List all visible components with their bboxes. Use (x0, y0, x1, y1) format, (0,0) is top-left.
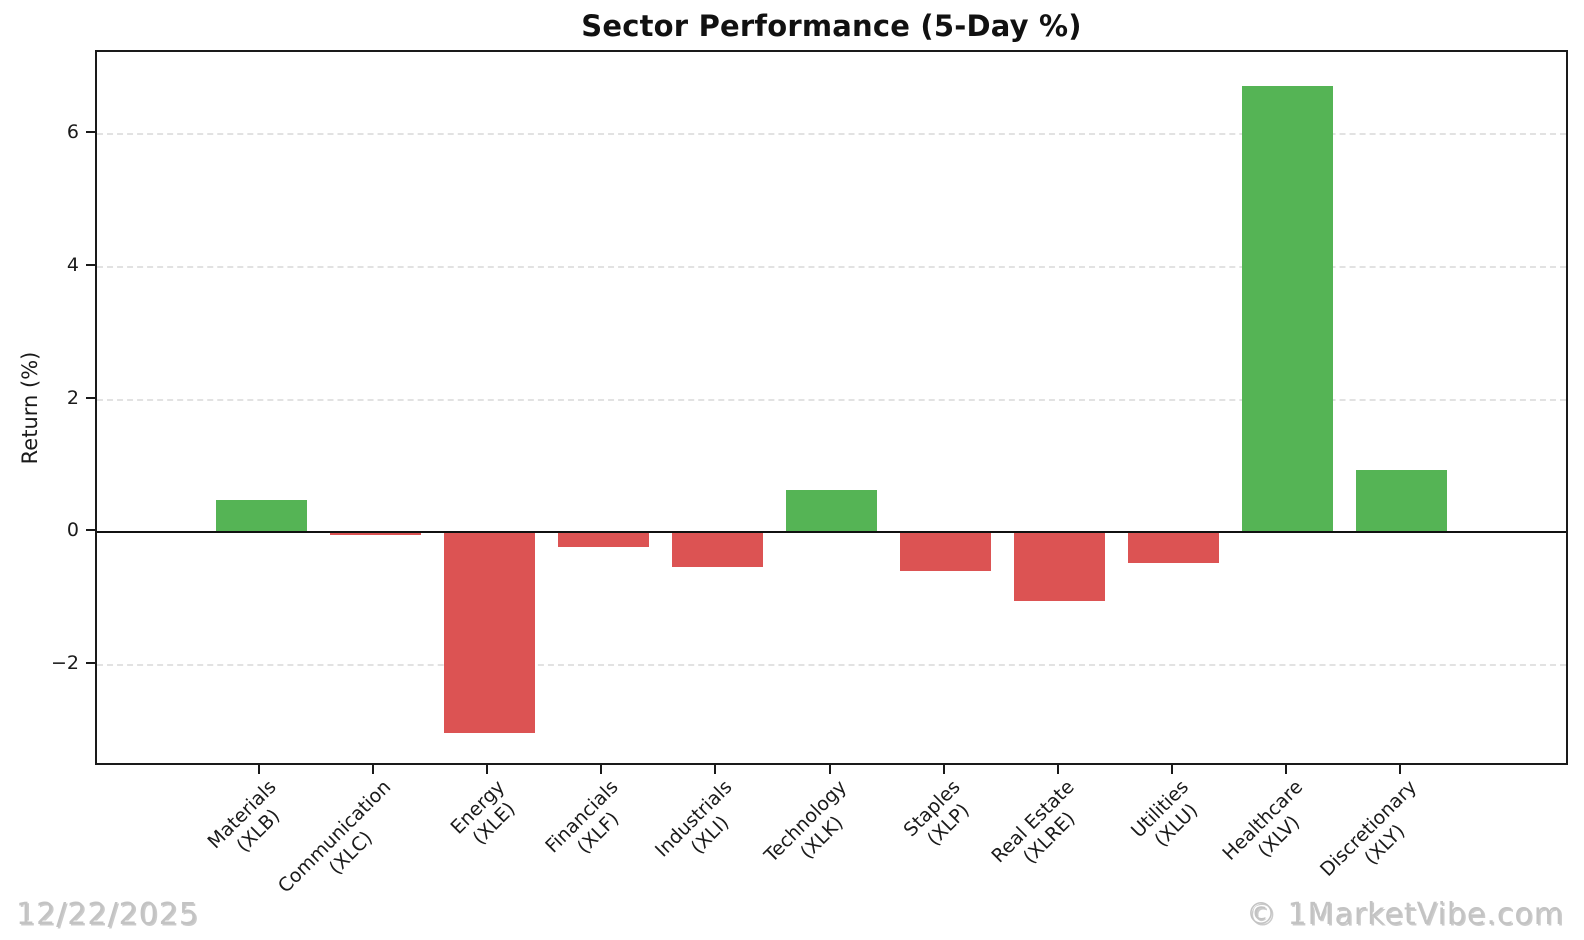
bar-xlp (899, 532, 992, 572)
plot-canvas (97, 52, 1566, 763)
x-tick-label-xlk: Technology (XLK) (760, 776, 852, 867)
y-tick-mark-2 (86, 396, 95, 399)
bar-xlb (215, 499, 307, 533)
y-axis-label: Return (%) (18, 351, 42, 465)
bar-xlk (785, 490, 878, 533)
x-tick-mark-xlc (372, 765, 375, 774)
x-tick-label-xlc: Communication (XLC) (273, 776, 395, 898)
bar-xlv (1242, 85, 1334, 533)
bar-xly (1356, 469, 1448, 533)
x-tick-label-xly: Discretionary (XLY) (1316, 776, 1422, 881)
site-watermark: © 1MarketVibe.com (1245, 897, 1564, 932)
y-tick-mark-4 (86, 263, 95, 266)
x-tick-label-xlb: Materials (XLB) (203, 776, 285, 857)
y-tick-mark-6 (86, 131, 95, 134)
x-tick-mark-xlre (1056, 765, 1059, 774)
date-stamp: 12/22/2025 (16, 897, 199, 932)
bar-xle (443, 532, 535, 734)
chart-title: Sector Performance (5-Day %) (581, 9, 1082, 43)
y-tick-label-2: 2 (66, 386, 79, 409)
y-tick-label-4: 4 (66, 253, 79, 276)
bar-xli (671, 532, 764, 567)
x-tick-label-xlp: Staples (XLP) (899, 776, 975, 851)
x-tick-mark-xlk (828, 765, 831, 774)
x-tick-mark-xlf (600, 765, 603, 774)
bar-xlre (1013, 532, 1106, 601)
gridline-y6 (97, 133, 1566, 136)
x-tick-label-xlf: Financials (XLF) (541, 776, 624, 859)
x-tick-mark-xlu (1170, 765, 1173, 774)
y-tick-label-6: 6 (66, 121, 79, 144)
x-tick-label-xle: Energy (XLE) (446, 776, 520, 850)
gridline-y-2 (97, 663, 1566, 666)
x-tick-mark-xli (714, 765, 717, 774)
gridline-y4 (97, 265, 1566, 268)
x-tick-label-xlre: Real Estate (XLRE) (987, 776, 1081, 869)
x-tick-label-xlu: Utilities (XLU) (1127, 776, 1203, 852)
bar-xlf (557, 532, 649, 548)
gridline-y2 (97, 398, 1566, 401)
y-tick-label--2: −2 (50, 651, 79, 674)
x-tick-mark-xlp (942, 765, 945, 774)
x-tick-label-xli: Industrials (XLI) (651, 776, 738, 862)
y-tick-mark-0 (86, 529, 95, 532)
x-tick-label-xlv: Healthcare (XLV) (1218, 776, 1308, 865)
bar-xlu (1128, 532, 1220, 563)
x-tick-mark-xle (486, 765, 489, 774)
x-tick-mark-xly (1398, 765, 1401, 774)
zero-line (97, 530, 1566, 534)
y-tick-label-0: 0 (66, 519, 79, 542)
bar-xlc (329, 532, 421, 535)
x-tick-mark-xlb (258, 765, 261, 774)
x-tick-mark-xlv (1284, 765, 1287, 774)
plot-area (95, 50, 1568, 765)
y-tick-mark--2 (86, 661, 95, 664)
